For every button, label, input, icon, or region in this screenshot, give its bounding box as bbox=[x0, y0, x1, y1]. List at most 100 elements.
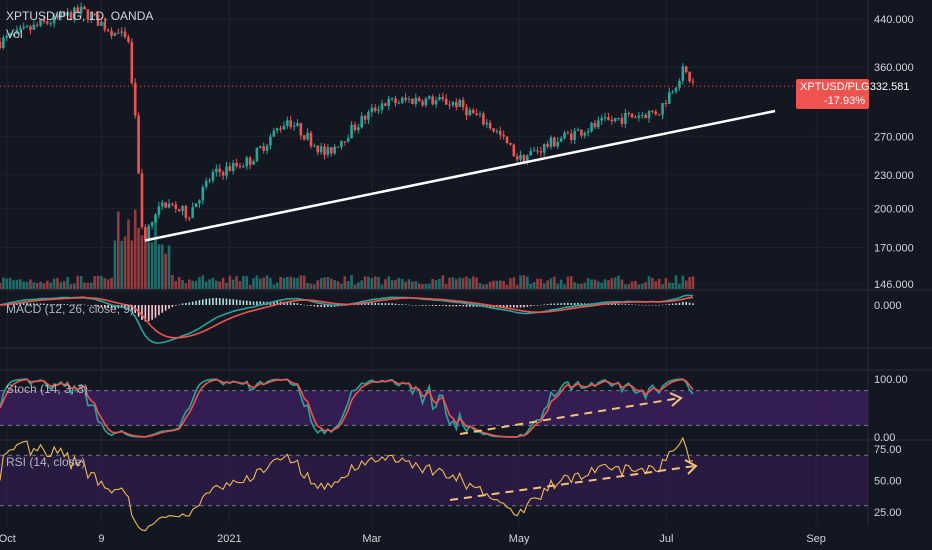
candle-body bbox=[590, 122, 593, 132]
volume-bar bbox=[542, 283, 546, 289]
volume-bar bbox=[326, 276, 330, 289]
candle-body bbox=[113, 32, 117, 36]
candle-body bbox=[255, 147, 259, 162]
volume-bar bbox=[12, 280, 15, 289]
volume-bar bbox=[688, 277, 691, 289]
macd-histogram-bar bbox=[465, 305, 468, 307]
candle-body bbox=[498, 130, 502, 136]
price-tick-label: 440.000 bbox=[874, 14, 914, 26]
candle-body bbox=[546, 143, 549, 147]
volume-bar bbox=[664, 278, 668, 289]
macd-histogram-bar bbox=[502, 305, 505, 308]
volume-bar bbox=[242, 276, 245, 289]
macd-histogram-bar bbox=[212, 298, 214, 305]
volume-bar bbox=[86, 282, 90, 289]
volume-bar bbox=[228, 275, 232, 289]
volume-bar bbox=[465, 276, 468, 289]
volume-bar bbox=[394, 279, 397, 289]
candle-body bbox=[160, 202, 164, 207]
macd-histogram-bar bbox=[617, 303, 620, 305]
macd-histogram-bar bbox=[151, 305, 153, 320]
price-candles bbox=[0, 2, 695, 243]
macd-histogram-bar bbox=[665, 304, 667, 305]
macd-histogram-bar bbox=[627, 304, 630, 305]
volume-bar bbox=[451, 277, 455, 289]
volume-bar bbox=[313, 284, 316, 289]
volume-bar bbox=[600, 282, 603, 289]
candle-body bbox=[296, 123, 299, 126]
macd-histogram-bar bbox=[553, 303, 556, 305]
candle-body bbox=[569, 133, 573, 140]
volume-bar bbox=[120, 240, 123, 289]
candle-body bbox=[8, 33, 12, 36]
volume-bar bbox=[576, 283, 580, 289]
macd-histogram-bar bbox=[293, 302, 295, 305]
price-tick-label: 170.000 bbox=[874, 242, 914, 254]
candle-body bbox=[289, 120, 293, 127]
volume-bar bbox=[417, 283, 421, 289]
macd-histogram-bar bbox=[168, 305, 170, 309]
price-axis: 440.000 360.000 270.000 230.000 200.000 170.0… bbox=[874, 14, 914, 291]
time-tick-label: Mar bbox=[362, 533, 381, 545]
macd-histogram-bar bbox=[205, 298, 207, 305]
volume-bar bbox=[211, 277, 215, 289]
candle-body bbox=[302, 135, 306, 140]
macd-histogram-bar bbox=[191, 301, 194, 305]
volume-bar bbox=[502, 280, 505, 289]
candle-body bbox=[438, 97, 441, 101]
candle-body bbox=[32, 24, 36, 30]
volume-bar bbox=[468, 278, 472, 289]
volume-bar bbox=[299, 275, 303, 289]
candle-body bbox=[424, 98, 428, 106]
rsi-tick-label: 25.00 bbox=[874, 507, 902, 519]
candle-body bbox=[316, 145, 320, 153]
volume-bar bbox=[191, 280, 194, 289]
macd-histogram-bar bbox=[573, 302, 576, 305]
macd-histogram-bar bbox=[671, 303, 674, 305]
macd-histogram-bar bbox=[46, 303, 49, 305]
macd-histogram-bar bbox=[371, 302, 373, 305]
volume-bar bbox=[181, 279, 184, 289]
macd-histogram-bar bbox=[567, 302, 569, 305]
volume-bar bbox=[106, 279, 110, 289]
macd-histogram-bar bbox=[570, 303, 573, 305]
macd-histogram-bar bbox=[583, 303, 586, 305]
volume-bar bbox=[495, 280, 499, 289]
volume-bar bbox=[475, 277, 478, 289]
rsi-label: RSI (14, close) bbox=[6, 455, 86, 469]
candle-body bbox=[414, 97, 418, 104]
macd-histogram-bar bbox=[540, 304, 542, 306]
volume-bar bbox=[360, 280, 363, 289]
volume-bar bbox=[573, 282, 576, 289]
candle-body bbox=[313, 145, 316, 147]
macd-histogram-bar bbox=[63, 304, 66, 305]
candle-body bbox=[471, 109, 475, 114]
volume-bar bbox=[289, 276, 293, 289]
volume-bar bbox=[0, 282, 2, 289]
macd-histogram-bar bbox=[408, 304, 410, 306]
candle-body bbox=[542, 143, 546, 153]
volume-bar bbox=[509, 278, 512, 289]
volume-bar bbox=[553, 276, 556, 289]
volume-bar bbox=[167, 245, 171, 289]
candle-body bbox=[117, 32, 120, 34]
macd-histogram-bar bbox=[614, 303, 617, 305]
candle-body bbox=[123, 31, 127, 38]
macd-histogram-bar bbox=[80, 304, 82, 305]
candle-body bbox=[515, 156, 519, 160]
volume-bar bbox=[397, 277, 401, 289]
volume-bar bbox=[201, 275, 205, 289]
volume-bar bbox=[529, 283, 533, 289]
volume-bar bbox=[411, 281, 414, 289]
macd-histogram-bar bbox=[367, 303, 370, 305]
volume-bar bbox=[674, 275, 678, 289]
candle-body bbox=[441, 97, 445, 99]
rsi-tick-label: 50.00 bbox=[874, 476, 902, 488]
volume-bar bbox=[343, 276, 347, 289]
time-tick-label: Oct bbox=[0, 533, 16, 545]
candle-body bbox=[184, 205, 188, 218]
macd-histogram-bar bbox=[22, 302, 25, 305]
candle-body bbox=[492, 128, 495, 132]
candle-body bbox=[627, 113, 631, 115]
